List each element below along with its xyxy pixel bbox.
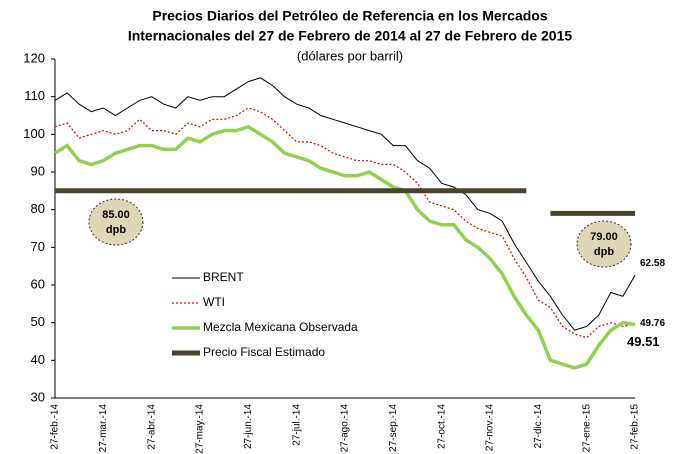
chart-title: Precios Diarios del Petróleo de Referenc… xyxy=(152,8,547,24)
x-tick-label: 27-dic.-14 xyxy=(533,404,544,449)
y-tick-label: 80 xyxy=(31,201,45,216)
y-tick-label: 120 xyxy=(23,50,45,65)
annotation-bubble xyxy=(576,220,632,268)
x-tick-label: 27-abr.-14 xyxy=(146,404,157,450)
legend-label: Precio Fiscal Estimado xyxy=(203,345,325,359)
x-tick-label: 27-sep.-14 xyxy=(388,404,399,452)
y-tick-label: 70 xyxy=(31,239,45,254)
x-tick-label: 27-feb.-15 xyxy=(630,404,641,450)
legend-label: WTI xyxy=(203,295,225,309)
annotation-text: 85.00 xyxy=(102,209,130,221)
y-tick-label: 110 xyxy=(24,88,45,103)
series-line xyxy=(54,77,636,331)
legend-label: BRENT xyxy=(203,270,244,284)
chart-subtitle: (dólares por barril) xyxy=(297,48,403,63)
x-tick-label: 27-feb.-14 xyxy=(50,404,61,450)
x-tick-label: 27-may.-14 xyxy=(195,404,206,454)
series-line xyxy=(55,188,635,216)
annotation-text: dpb xyxy=(106,224,126,236)
x-tick-label: 27-jul.-14 xyxy=(291,404,302,446)
x-tick-label: 27-oct.-14 xyxy=(436,404,447,449)
y-tick-label: 30 xyxy=(31,389,45,404)
y-tick-label: 40 xyxy=(31,352,45,367)
legend-label: Mezcla Mexicana Observada xyxy=(203,320,358,334)
annotation-text: dpb xyxy=(594,246,614,258)
y-tick-label: 90 xyxy=(31,163,45,178)
series-line xyxy=(54,107,636,339)
y-tick-label: 60 xyxy=(31,276,45,291)
x-tick-label: 27-mar.-14 xyxy=(98,404,109,453)
y-tick-label: 50 xyxy=(31,314,45,329)
chart-title: Internacionales del 27 de Febrero de 201… xyxy=(128,28,573,44)
annotation-bubble xyxy=(88,198,144,246)
end-label: 49.51 xyxy=(627,334,660,349)
annotation-text: 79.00 xyxy=(590,231,618,243)
series-line xyxy=(54,124,636,370)
x-tick-label: 27-jun.-14 xyxy=(243,404,254,449)
y-tick-label: 100 xyxy=(23,126,45,141)
x-tick-label: 27-nov.-14 xyxy=(485,404,496,452)
end-label: 49.76 xyxy=(640,318,665,329)
end-label: 62.58 xyxy=(640,258,665,269)
x-tick-label: 27-ago.-14 xyxy=(340,404,351,453)
x-tick-label: 27-ene.-15 xyxy=(581,404,592,453)
